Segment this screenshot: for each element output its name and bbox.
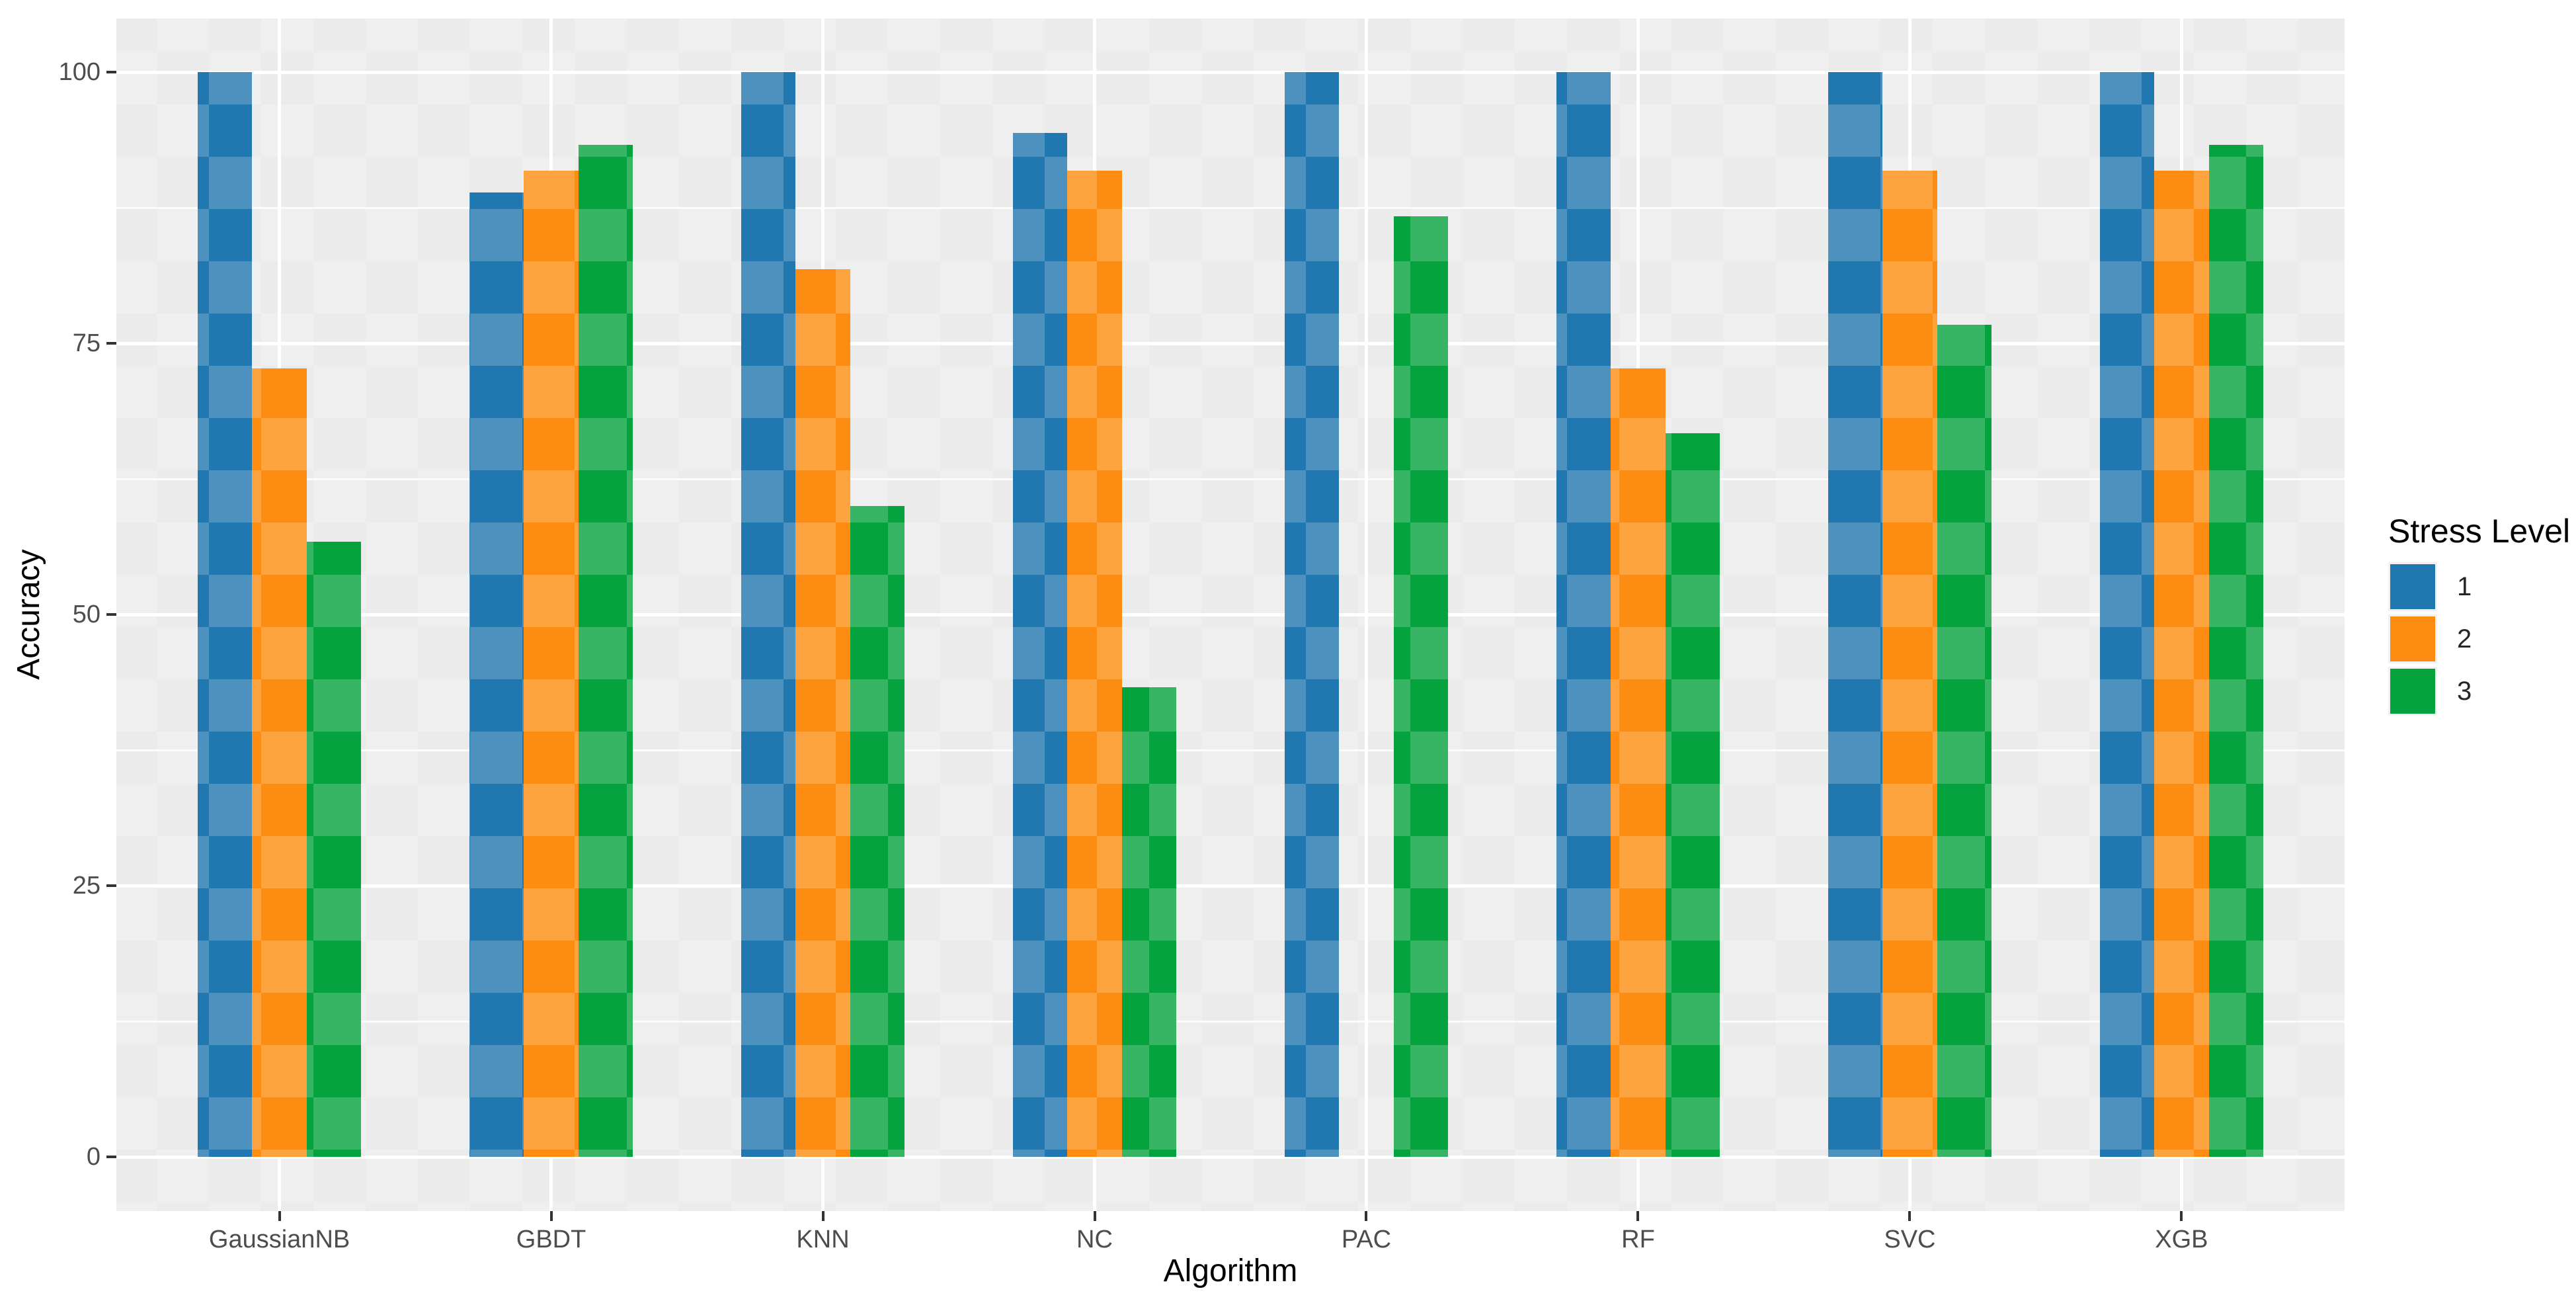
x-tick-label-PAC: PAC [1341,1226,1392,1253]
bar-XGB-level3 [2208,144,2263,1157]
bar-KNN-level3 [850,506,905,1157]
bar-GBDT-level2 [524,171,579,1157]
x-tick-label-KNN: KNN [796,1226,850,1253]
bar-XGB-level2 [2154,171,2209,1157]
gridline-minor-y-87.5 [116,206,2345,209]
y-tick-label-100: 100 [58,58,101,86]
x-tick-label-XGB: XGB [2155,1226,2208,1253]
gridline-major-y-50 [116,612,2345,616]
legend-entry-label: 2 [2457,624,2472,654]
bar-KNN-level1 [741,72,796,1157]
bar-SVC-level3 [1937,325,1992,1157]
plot-panel [116,19,2345,1211]
x-tick-mark-GBDT [549,1211,553,1221]
x-tick-mark-SVC [1908,1211,1912,1221]
gridline-minor-y-12.5 [116,1020,2345,1023]
legend-entry-label: 3 [2457,676,2472,706]
legend-entry-1: 1 [2388,562,2570,611]
x-tick-mark-XGB [2180,1211,2183,1221]
bar-KNN-level2 [795,269,850,1157]
transparency-checkerboard-overlay [116,19,2345,1211]
x-tick-mark-KNN [821,1211,825,1221]
legend-key-swatch-3 [2388,667,2437,716]
x-tick-label-SVC: SVC [1884,1226,1936,1253]
gridline-major-x-PAC [1364,19,1368,1211]
x-tick-label-GaussianNB: GaussianNB [208,1226,350,1253]
x-tick-mark-RF [1636,1211,1640,1221]
bar-PAC-level1 [1285,72,1340,1157]
y-tick-mark-0 [106,1156,116,1158]
legend: Stress Level 1 2 3 [2388,515,2570,719]
y-tick-mark-25 [106,884,116,887]
y-tick-label-75: 75 [72,329,101,357]
bar-SVC-level2 [1882,171,1937,1157]
y-tick-label-25: 25 [72,872,101,900]
gridline-major-y-25 [116,884,2345,888]
bar-GaussianNB-level3 [306,542,361,1157]
legend-entry-2: 2 [2388,614,2570,663]
bar-RF-level3 [1665,433,1720,1157]
x-tick-label-GBDT: GBDT [516,1226,586,1253]
bar-RF-level1 [1556,72,1611,1157]
x-tick-mark-PAC [1365,1211,1368,1221]
x-tick-mark-GaussianNB [278,1211,281,1221]
y-tick-mark-75 [106,342,116,345]
legend-entry-label: 1 [2457,571,2472,601]
gridline-major-y-100 [116,70,2345,74]
bar-XGB-level1 [2100,72,2155,1157]
y-tick-label-0: 0 [86,1143,101,1171]
bar-SVC-level1 [1828,72,1883,1157]
gridline-major-y-75 [116,341,2345,345]
gridline-major-y-0 [116,1155,2345,1159]
bar-NC-level1 [1013,132,1068,1157]
y-tick-mark-100 [106,71,116,73]
bar-PAC-level3 [1393,216,1448,1157]
bar-GaussianNB-level2 [252,368,307,1157]
x-tick-label-RF: RF [1621,1226,1655,1253]
x-axis-title: Algorithm [1163,1253,1298,1288]
gridline-minor-y-62.5 [116,478,2345,480]
legend-entry-3: 3 [2388,667,2570,716]
y-tick-label-50: 50 [72,601,101,628]
bar-RF-level2 [1611,368,1666,1157]
y-tick-mark-50 [106,613,116,616]
bar-GBDT-level1 [469,192,524,1157]
gridline-minor-y-37.5 [116,749,2345,751]
bar-GBDT-level3 [578,144,633,1157]
x-tick-mark-NC [1093,1211,1096,1221]
legend-key-swatch-1 [2388,562,2437,611]
legend-title: Stress Level [2388,513,2571,550]
legend-key-swatch-2 [2388,614,2437,663]
x-tick-label-NC: NC [1076,1226,1113,1253]
bar-GaussianNB-level1 [198,72,253,1157]
y-axis-title: Accuracy [11,549,46,680]
bar-NC-level3 [1121,687,1176,1157]
bar-NC-level2 [1067,171,1122,1157]
